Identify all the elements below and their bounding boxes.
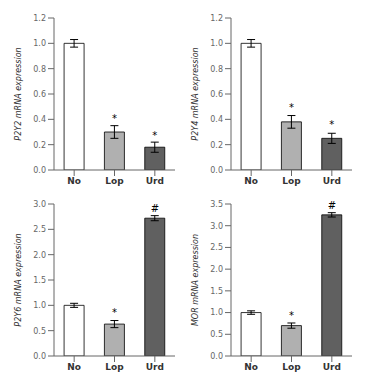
svg-text:0.5: 0.5 [33, 327, 46, 336]
svg-text:0.0: 0.0 [33, 166, 46, 175]
svg-text:*: * [329, 119, 334, 130]
svg-text:*: * [112, 307, 117, 318]
svg-text:Urd: Urd [146, 362, 164, 372]
svg-text:0.8: 0.8 [210, 65, 223, 74]
svg-text:3.5: 3.5 [210, 200, 223, 209]
svg-text:1.0: 1.0 [33, 39, 46, 48]
svg-text:1.2: 1.2 [33, 14, 46, 23]
svg-text:0.2: 0.2 [33, 141, 46, 150]
svg-text:0.2: 0.2 [210, 141, 223, 150]
svg-text:0.6: 0.6 [210, 90, 223, 99]
svg-text:0.0: 0.0 [210, 352, 223, 361]
svg-text:*: * [289, 310, 294, 321]
svg-text:No: No [244, 362, 258, 372]
svg-text:No: No [244, 176, 258, 186]
svg-text:1.0: 1.0 [33, 301, 46, 310]
svg-text:0.4: 0.4 [33, 115, 46, 124]
svg-text:1.0: 1.0 [210, 308, 223, 317]
svg-text:Lop: Lop [105, 362, 124, 372]
svg-text:2.0: 2.0 [33, 251, 46, 260]
svg-text:0.6: 0.6 [33, 90, 46, 99]
svg-text:0.0: 0.0 [210, 166, 223, 175]
svg-text:Lop: Lop [282, 176, 301, 186]
svg-text:Lop: Lop [105, 176, 124, 186]
svg-text:*: * [152, 130, 157, 141]
svg-text:1.5: 1.5 [210, 287, 223, 296]
svg-text:3.0: 3.0 [210, 222, 223, 231]
svg-text:2.5: 2.5 [210, 243, 223, 252]
svg-text:Lop: Lop [282, 362, 301, 372]
svg-text:No: No [67, 176, 81, 186]
svg-text:Urd: Urd [323, 176, 341, 186]
svg-text:2.5: 2.5 [33, 225, 46, 234]
svg-text:No: No [67, 362, 81, 372]
svg-text:1.2: 1.2 [210, 14, 223, 23]
svg-text:3.0: 3.0 [33, 200, 46, 209]
svg-text:0.4: 0.4 [210, 115, 223, 124]
svg-text:P2Y6 mRNA expression: P2Y6 mRNA expression [14, 233, 23, 326]
svg-text:MOR mRNA expression: MOR mRNA expression [191, 234, 200, 326]
svg-text:1.5: 1.5 [33, 276, 46, 285]
svg-text:0.5: 0.5 [210, 330, 223, 339]
svg-text:0.0: 0.0 [33, 352, 46, 361]
svg-text:*: * [112, 113, 117, 124]
svg-text:P2Y2 mRNA expression: P2Y2 mRNA expression [14, 47, 23, 140]
svg-text:1.0: 1.0 [210, 39, 223, 48]
svg-text:0.8: 0.8 [33, 65, 46, 74]
svg-text:#: # [328, 200, 336, 211]
svg-text:2.0: 2.0 [210, 265, 223, 274]
svg-text:P2Y4 mRNA expression: P2Y4 mRNA expression [191, 47, 200, 140]
svg-text:#: # [151, 203, 159, 214]
svg-text:Urd: Urd [323, 362, 341, 372]
svg-text:*: * [289, 102, 294, 113]
svg-text:Urd: Urd [146, 176, 164, 186]
